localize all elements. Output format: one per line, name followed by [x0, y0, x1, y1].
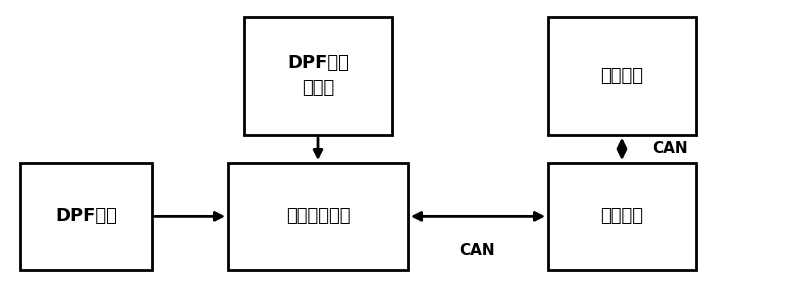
Bar — [548, 17, 696, 135]
Text: 显示装置: 显示装置 — [601, 67, 643, 85]
Text: CAN: CAN — [652, 141, 688, 157]
Text: 主控制器: 主控制器 — [601, 207, 643, 225]
Bar — [244, 17, 392, 135]
Bar — [228, 163, 408, 270]
Bar — [548, 163, 696, 270]
Text: CAN: CAN — [459, 243, 494, 258]
Text: DPF按键: DPF按键 — [55, 207, 117, 225]
Text: DPF装置
传感器: DPF装置 传感器 — [287, 54, 349, 98]
Bar — [20, 163, 152, 270]
Text: 发动机控制器: 发动机控制器 — [286, 207, 350, 225]
